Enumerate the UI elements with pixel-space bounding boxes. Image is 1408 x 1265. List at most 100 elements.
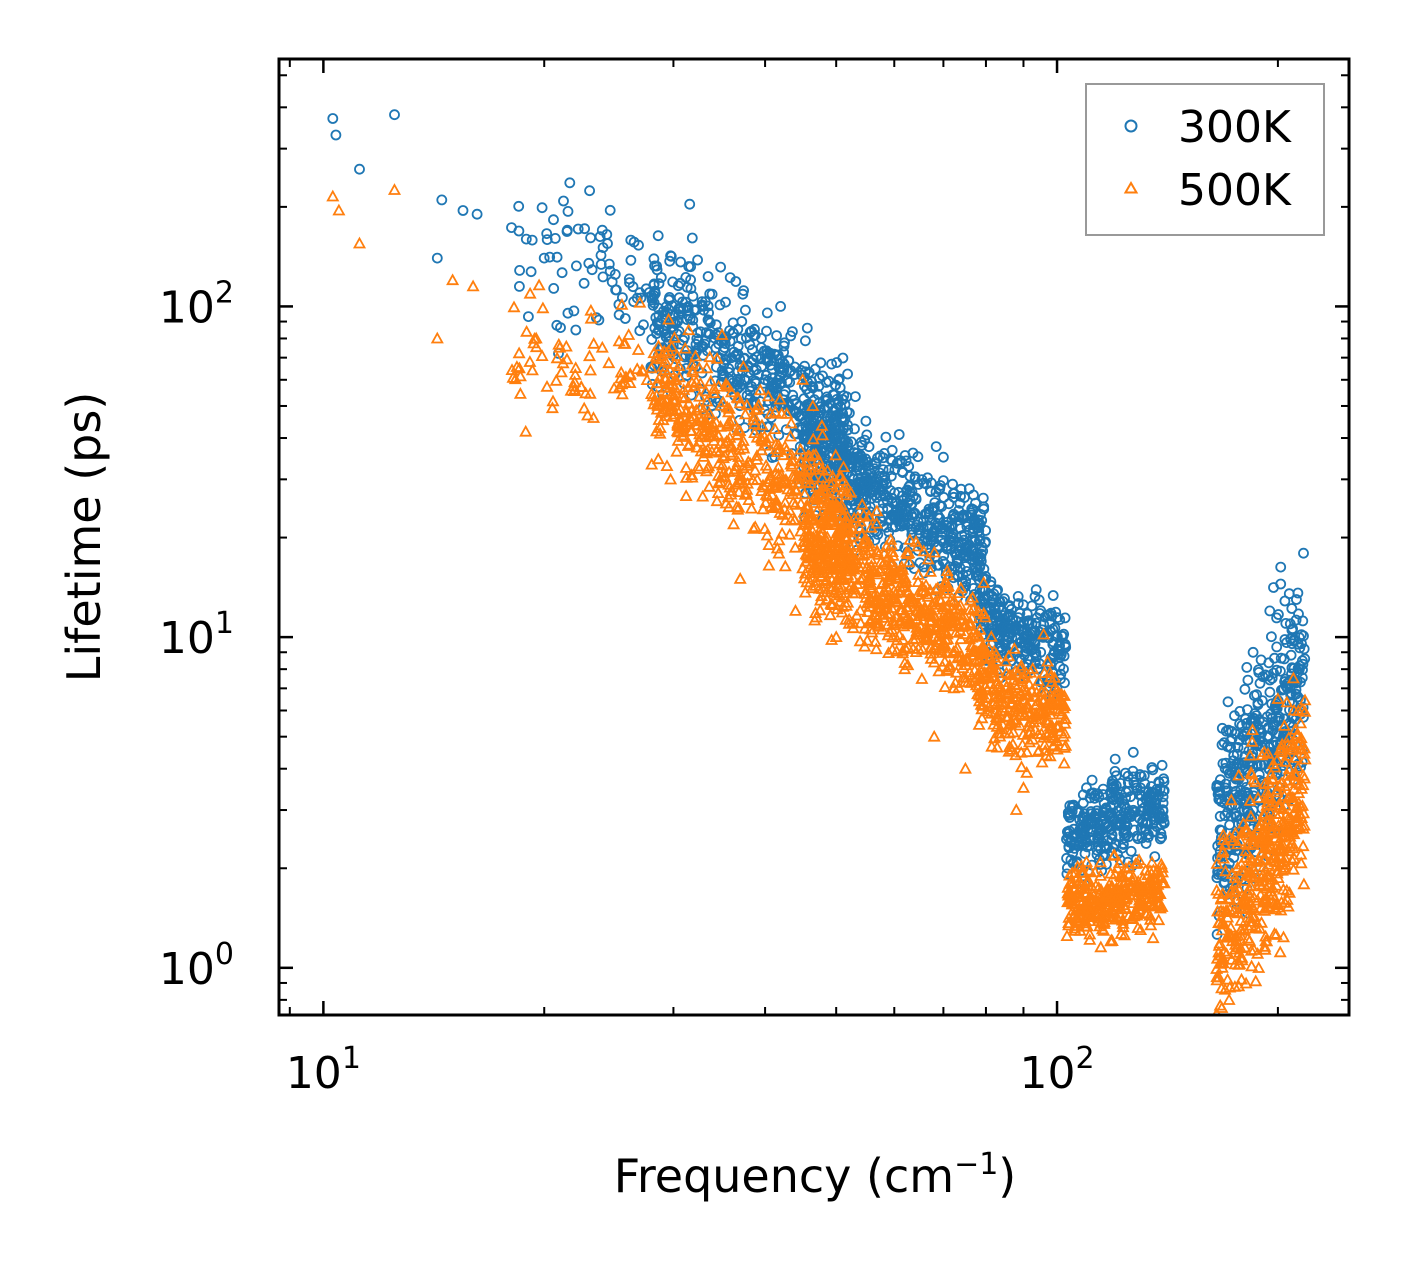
point-500k-29 <box>612 334 626 347</box>
point-300k-2095 <box>1232 742 1244 753</box>
point-500k-1440 <box>984 630 998 642</box>
point-500k-1783 <box>1143 864 1157 876</box>
point-500k-2325 <box>1294 847 1308 860</box>
point-500k-1790 <box>1110 890 1124 902</box>
point-500k-1926 <box>1218 982 1232 995</box>
point-300k-608 <box>734 381 746 393</box>
point-300k-79 <box>513 225 525 237</box>
point-500k-2285 <box>1234 933 1248 946</box>
point-500k-553 <box>727 517 741 530</box>
point-500k-2176 <box>1294 731 1308 744</box>
point-300k-509 <box>767 382 779 394</box>
point-300k-1671 <box>1064 809 1076 821</box>
point-500k-997 <box>840 484 854 497</box>
point-500k-478 <box>721 490 735 503</box>
point-300k-2296 <box>1215 796 1227 807</box>
point-500k-2296 <box>466 279 480 292</box>
point-300k-183 <box>674 277 686 289</box>
point-500k-1496 <box>981 669 996 682</box>
point-500k-1792 <box>1074 904 1088 917</box>
point-500k-1484 <box>986 697 1000 709</box>
point-500k-526 <box>659 346 673 359</box>
point-500k-1587 <box>1152 913 1166 926</box>
point-500k-1670 <box>1145 855 1159 868</box>
point-300k-1816 <box>1153 789 1164 801</box>
point-300k-817 <box>974 535 985 547</box>
point-300k-561 <box>695 326 706 338</box>
point-500k-427 <box>674 402 688 415</box>
legend-marker-500k <box>1123 181 1139 194</box>
point-300k-696 <box>893 429 905 440</box>
point-300k-2307 <box>431 252 443 264</box>
point-500k-1188 <box>941 568 955 581</box>
point-500k-77 <box>540 379 554 392</box>
point-500k-501 <box>715 469 729 482</box>
point-500k-1249 <box>959 652 973 664</box>
point-500k-52 <box>560 352 574 365</box>
point-300k-2203 <box>1216 739 1228 751</box>
point-500k-2113 <box>1238 874 1252 886</box>
point-500k-342 <box>783 527 797 540</box>
point-300k-558 <box>778 364 790 376</box>
axis-ticks <box>279 59 1349 1015</box>
point-500k-1782 <box>1100 890 1114 903</box>
point-500k-986 <box>909 535 923 547</box>
point-500k-51 <box>636 364 650 377</box>
point-300k-1252 <box>830 464 842 476</box>
point-300k-1237 <box>974 519 986 530</box>
point-500k-558 <box>772 546 786 559</box>
point-500k-1248 <box>851 548 865 560</box>
point-500k-237 <box>772 533 786 546</box>
point-500k-772 <box>916 642 930 655</box>
point-500k-1194 <box>857 539 871 552</box>
point-500k-232 <box>700 361 714 374</box>
point-300k-2028 <box>1216 825 1228 836</box>
point-300k-583 <box>780 385 791 397</box>
point-500k-485 <box>711 486 725 499</box>
point-500k-2210 <box>1259 934 1273 947</box>
point-500k-110 <box>704 374 718 387</box>
point-300k-1231 <box>979 537 991 549</box>
point-500k-574 <box>806 432 820 445</box>
point-300k-1243 <box>975 552 987 564</box>
point-300k-1250 <box>897 507 908 519</box>
point-500k-1785 <box>1116 920 1130 933</box>
point-300k-1212 <box>933 559 945 571</box>
point-500k-2123 <box>1282 885 1297 898</box>
point-500k-474 <box>693 376 708 389</box>
point-500k-441 <box>654 405 668 418</box>
point-300k-2286 <box>1225 735 1236 747</box>
point-500k-429 <box>760 528 774 541</box>
point-500k-1805 <box>1088 895 1102 907</box>
point-500k-55 <box>622 328 636 340</box>
point-500k-1142 <box>839 598 853 611</box>
point-500k-440 <box>826 475 840 488</box>
point-500k-1113 <box>812 581 826 594</box>
point-300k-1039 <box>966 535 978 546</box>
point-500k-1483 <box>989 647 1003 660</box>
point-300k-1661 <box>1154 833 1166 845</box>
point-300k-27 <box>544 251 556 263</box>
point-500k-550 <box>693 401 707 413</box>
point-500k-457 <box>778 559 792 572</box>
point-500k-596 <box>668 407 682 420</box>
point-500k-1243 <box>934 586 948 599</box>
point-500k-494 <box>736 461 750 474</box>
point-300k-2182 <box>1298 643 1310 655</box>
point-300k-41 <box>562 205 574 217</box>
point-500k-1222 <box>799 554 813 567</box>
point-500k-1020 <box>822 579 836 592</box>
point-300k-51 <box>633 239 644 251</box>
point-500k-1176 <box>839 586 853 598</box>
point-500k-1224 <box>863 543 877 556</box>
point-500k-1412 <box>1035 755 1049 768</box>
point-300k-1476 <box>1018 649 1030 661</box>
point-300k-1210 <box>929 524 940 536</box>
point-500k-1156 <box>851 510 865 523</box>
point-300k-1254 <box>949 546 960 558</box>
point-500k-61 <box>662 312 676 325</box>
point-500k-2223 <box>1272 778 1286 791</box>
point-300k-602 <box>666 300 678 312</box>
point-500k-1631 <box>1131 921 1145 933</box>
point-500k-2166 <box>1271 900 1285 913</box>
